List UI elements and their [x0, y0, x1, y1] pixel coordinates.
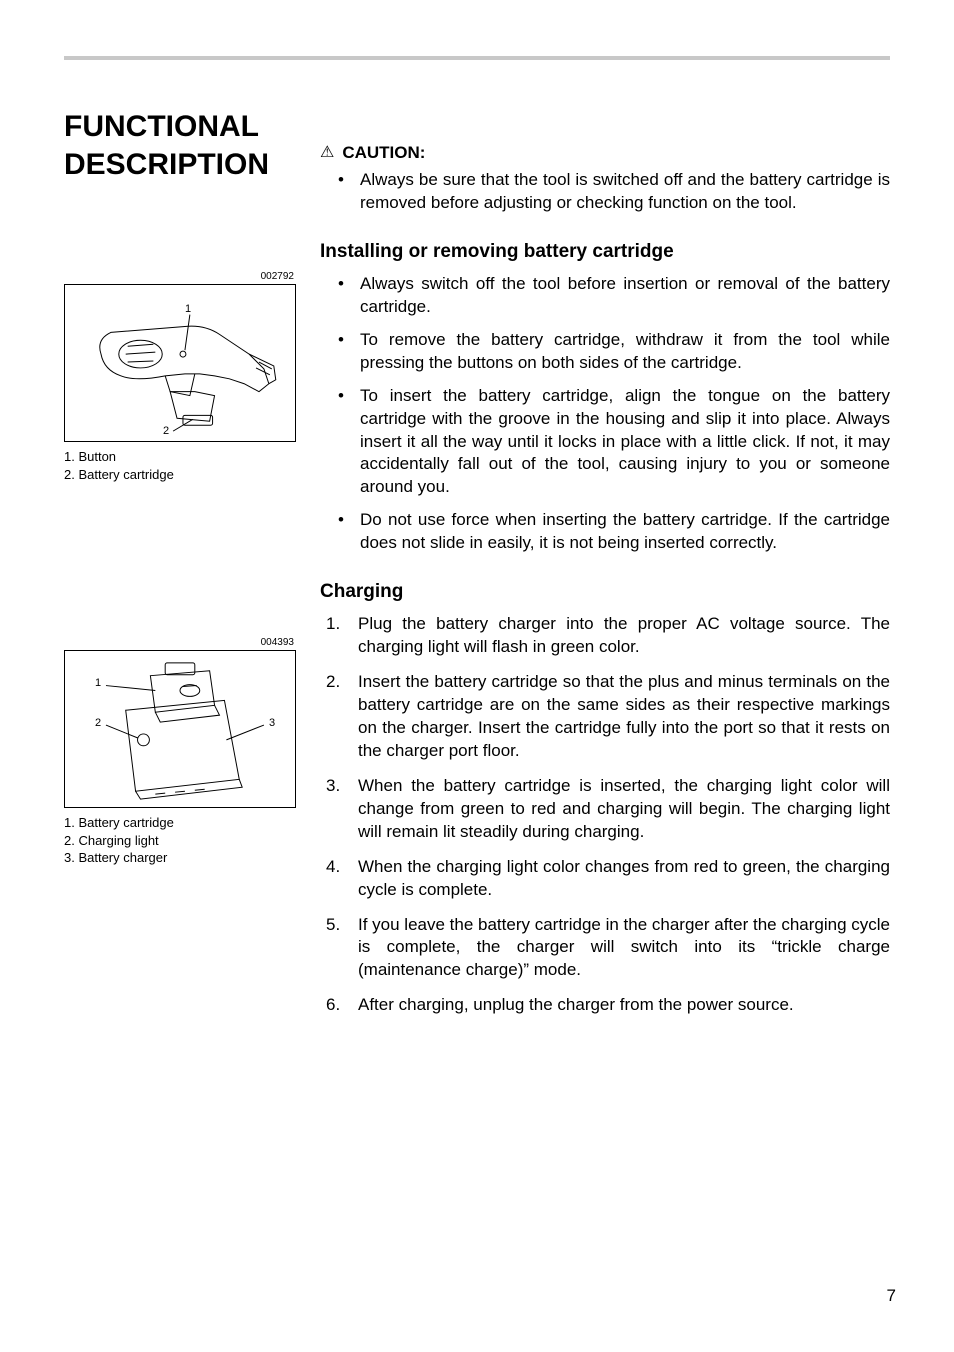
- drill-illustration: [65, 285, 295, 441]
- list-item: To insert the battery cartridge, align t…: [338, 385, 890, 500]
- caution-item: Always be sure that the tool is switched…: [338, 169, 890, 215]
- list-item: When the charging light color changes fr…: [322, 856, 890, 902]
- legend-item: 2. Battery cartridge: [64, 466, 296, 484]
- section-heading-charging: Charging: [320, 581, 890, 603]
- callout-1: 1: [185, 303, 191, 315]
- callout-2: 2: [95, 717, 101, 729]
- list-item: Insert the battery cartridge so that the…: [322, 671, 890, 763]
- caution-heading: ⚠ CAUTION:: [320, 143, 890, 163]
- list-item: After charging, unplug the charger from …: [322, 994, 890, 1017]
- figure-legend: 1. Battery cartridge 2. Charging light 3…: [64, 814, 296, 867]
- charging-steps: Plug the battery charger into the proper…: [322, 613, 890, 1017]
- charger-illustration: [65, 651, 295, 807]
- figure-box: 1 2 3: [64, 650, 296, 808]
- list-item: To remove the battery cartridge, withdra…: [338, 329, 890, 375]
- figure-charger: 004393: [64, 637, 296, 867]
- callout-2: 2: [163, 425, 169, 437]
- list-item: If you leave the battery cartridge in th…: [322, 914, 890, 983]
- legend-item: 3. Battery charger: [64, 849, 296, 867]
- legend-item: 1. Button: [64, 448, 296, 466]
- warning-icon: ⚠: [320, 145, 334, 161]
- list-item: Do not use force when inserting the batt…: [338, 509, 890, 555]
- list-item: Always switch off the tool before insert…: [338, 273, 890, 319]
- list-item: When the battery cartridge is inserted, …: [322, 775, 890, 844]
- header-rule: [64, 56, 890, 60]
- legend-item: 2. Charging light: [64, 832, 296, 850]
- caution-list: Always be sure that the tool is switched…: [338, 169, 890, 215]
- caution-label: CAUTION:: [342, 143, 425, 163]
- section-heading-install: Installing or removing battery cartridge: [320, 241, 890, 263]
- list-item: Plug the battery charger into the proper…: [322, 613, 890, 659]
- figure-code: 004393: [64, 637, 296, 648]
- page-number: 7: [887, 1286, 896, 1306]
- legend-item: 1. Battery cartridge: [64, 814, 296, 832]
- spacer: [64, 503, 296, 637]
- install-bullet-list: Always switch off the tool before insert…: [338, 273, 890, 555]
- figure-box: 1 2: [64, 284, 296, 442]
- figure-battery-install: 002792: [64, 271, 296, 483]
- callout-1: 1: [95, 677, 101, 689]
- figure-legend: 1. Button 2. Battery cartridge: [64, 448, 296, 483]
- right-column: ⚠ CAUTION: Always be sure that the tool …: [320, 131, 890, 1029]
- two-column-layout: 002792: [64, 131, 890, 1029]
- callout-3: 3: [269, 717, 275, 729]
- figure-code: 002792: [64, 271, 296, 282]
- left-column: 002792: [64, 131, 296, 1029]
- page: FUNCTIONAL DESCRIPTION 002792: [0, 0, 954, 1069]
